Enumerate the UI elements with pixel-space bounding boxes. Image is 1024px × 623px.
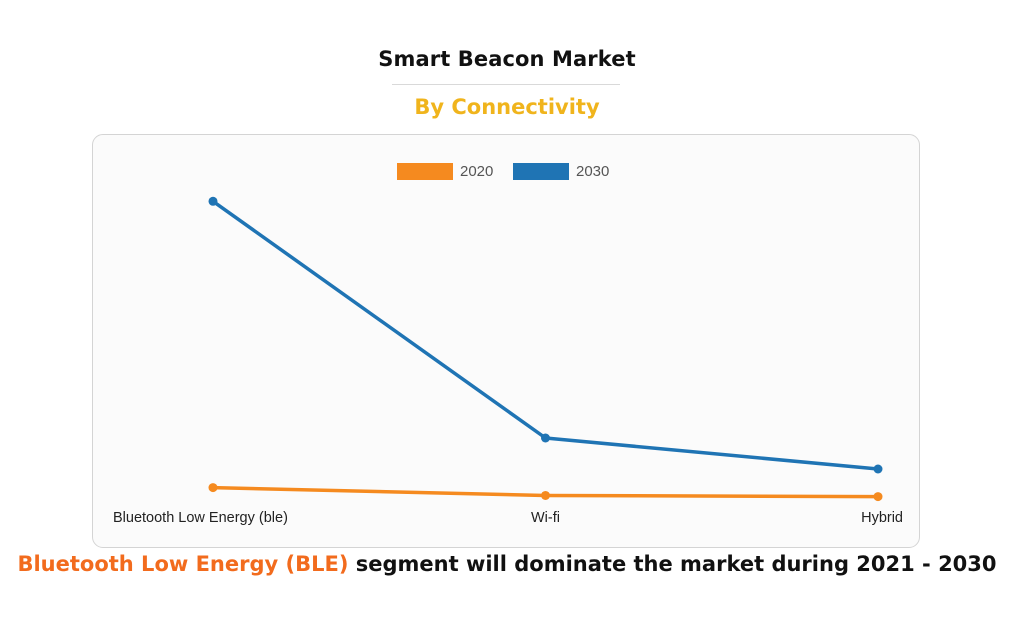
title-divider bbox=[392, 84, 620, 85]
x-axis: Bluetooth Low Energy (ble) Wi-fi Hybrid bbox=[113, 510, 903, 526]
chart-subtitle: By Connectivity bbox=[414, 95, 600, 119]
legend-swatch-2020[interactable] bbox=[397, 163, 453, 180]
chart-legend[interactable]: 2020 2030 bbox=[397, 163, 609, 180]
line-chart: 2020 2030 Bluetooth Low Energy (ble) Wi-fi… bbox=[113, 163, 903, 526]
legend-label-2020[interactable]: 2020 bbox=[460, 163, 493, 180]
legend-label-2030[interactable]: 2030 bbox=[576, 163, 609, 180]
x-tick-label-2: Hybrid bbox=[861, 510, 903, 526]
data-point-2020-1[interactable] bbox=[541, 490, 550, 500]
chart-card: 2020 2030 Bluetooth Low Energy (ble) Wi-fi… bbox=[92, 134, 920, 548]
caption-text: segment will dominate the market during … bbox=[348, 552, 997, 576]
data-point-2020-2[interactable] bbox=[873, 492, 883, 502]
data-point-2030-0[interactable] bbox=[208, 196, 218, 206]
data-point-2030-1[interactable] bbox=[541, 433, 550, 443]
chart-title: Smart Beacon Market bbox=[378, 47, 636, 71]
series-line-2030 bbox=[211, 199, 880, 471]
caption-highlight: Bluetooth Low Energy (BLE) bbox=[17, 552, 349, 576]
x-tick-label-1: Wi-fi bbox=[531, 510, 560, 526]
legend-swatch-2030[interactable] bbox=[513, 163, 569, 180]
summary-caption: Bluetooth Low Energy (BLE) segment will … bbox=[0, 552, 1014, 576]
data-point-2030-2[interactable] bbox=[873, 464, 883, 474]
data-point-2020-0[interactable] bbox=[208, 483, 218, 493]
series-layer bbox=[208, 196, 883, 502]
x-tick-label-0: Bluetooth Low Energy (ble) bbox=[113, 510, 288, 526]
